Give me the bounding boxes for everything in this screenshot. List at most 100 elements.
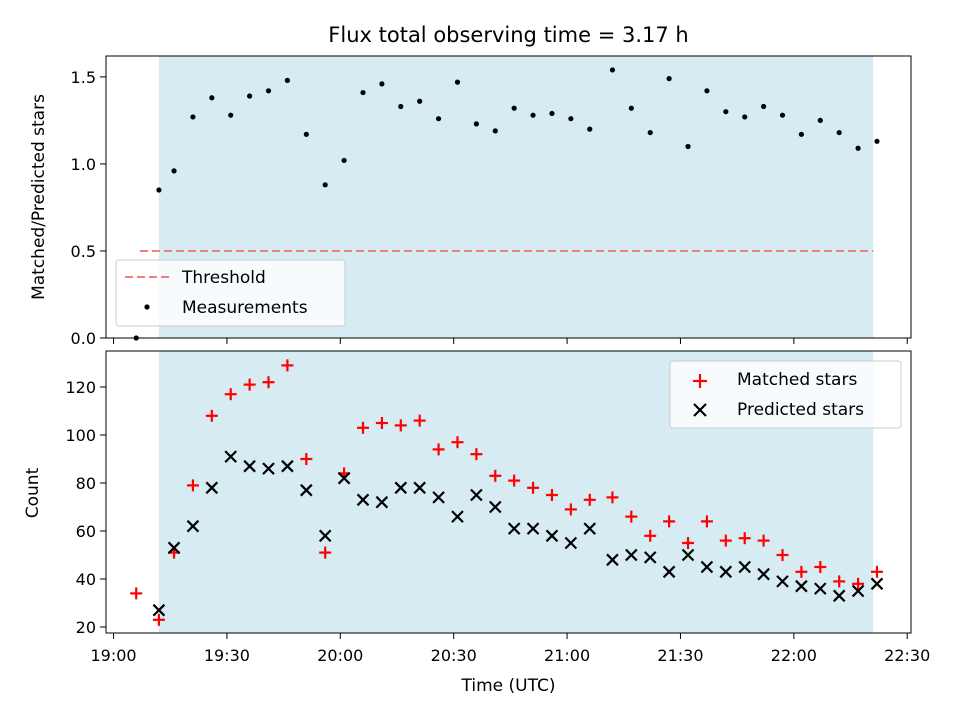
- predicted-stars-point: [432, 491, 445, 504]
- matched-stars-point: [489, 469, 502, 482]
- measurement-point: [454, 79, 461, 85]
- predicted-stars-point: [375, 495, 389, 509]
- predicted-stars-point: [681, 548, 695, 562]
- predicted-stars-point: [507, 522, 521, 535]
- measurement-point: [492, 128, 498, 134]
- x-tick-label: 20:30: [431, 646, 477, 665]
- predicted-stars-point: [606, 553, 619, 567]
- predicted-stars-point: [776, 575, 789, 588]
- measurement-point: [171, 168, 177, 174]
- bottom-y-tick-label: 40: [76, 570, 96, 589]
- top-y-tick-label: 0.0: [71, 329, 96, 348]
- measurement-point: [398, 103, 404, 110]
- predicted-stars-point: [394, 481, 408, 495]
- top-y-tick-label: 0.5: [71, 242, 96, 261]
- matched-stars-point: [508, 474, 521, 487]
- x-tick-label: 22:30: [884, 646, 930, 665]
- predicted-stars-point: [186, 519, 200, 533]
- predicted-stars-point: [300, 483, 313, 497]
- predicted-stars-point: [152, 603, 166, 617]
- measurement-point: [798, 131, 804, 137]
- predicted-stars-point: [337, 471, 351, 485]
- measurement-point: [322, 182, 328, 188]
- bottom-y-tick-label: 60: [76, 522, 96, 541]
- matched-stars-point: [545, 489, 558, 501]
- predicted-stars-point: [205, 481, 219, 495]
- predicted-stars-point: [738, 560, 751, 574]
- predicted-stars-point: [851, 584, 865, 598]
- bottom-y-axis-label: Count: [23, 467, 43, 518]
- predicted-stars-point: [526, 522, 540, 535]
- bottom-plot-frame: [105, 350, 912, 634]
- x-tick-label: 21:30: [657, 646, 703, 665]
- predicted-stars-point: [814, 582, 827, 595]
- matched-stars-point: [432, 443, 445, 456]
- top-y-tick-label: 1.0: [71, 155, 96, 174]
- predicted-stars-point: [224, 450, 237, 463]
- measurement-point: [836, 129, 842, 136]
- legend-measurements-swatch: [144, 304, 150, 310]
- predicted-stars-point: [564, 536, 578, 550]
- legend-matched-label: Matched stars: [737, 370, 857, 390]
- x-tick-label: 21:00: [544, 646, 590, 665]
- legend-matched-swatch: [693, 374, 707, 388]
- matched-stars-point: [130, 587, 143, 600]
- predicted-stars-point: [318, 529, 332, 543]
- matched-stars-point: [375, 417, 388, 429]
- matched-stars-point: [757, 534, 770, 547]
- measurement-point: [609, 67, 616, 73]
- predicted-stars-point: [700, 560, 714, 574]
- measurement-point: [874, 138, 880, 144]
- top-y-axis-label: Matched/Predicted stars: [29, 94, 49, 300]
- matched-stars-point: [281, 359, 294, 372]
- matched-stars-point: [682, 537, 695, 549]
- matched-stars-point: [583, 493, 596, 506]
- measurement-point: [209, 95, 215, 101]
- matched-stars-point: [356, 421, 369, 434]
- bottom-panel: 20 40 60 80 100 120 19:00 19:30 20:00 20:30 21:00…: [23, 350, 930, 696]
- predicted-stars-point: [757, 567, 770, 581]
- matched-stars-point: [300, 453, 313, 465]
- measurement-point: [530, 112, 536, 118]
- measurement-point: [435, 116, 442, 122]
- bottom-y-tick-label: 20: [76, 618, 96, 637]
- measurement-point: [341, 157, 347, 164]
- measurement-point: [190, 114, 196, 120]
- matched-stars-point: [224, 388, 237, 401]
- bottom-y-tick-label: 80: [76, 474, 96, 493]
- measurement-point: [761, 103, 767, 110]
- predicted-stars-point: [262, 462, 275, 475]
- legend-threshold-label: Threshold: [181, 268, 266, 288]
- legend-predicted-swatch: [693, 403, 707, 417]
- bottom-legend-box: [669, 360, 902, 429]
- bottom-y-tick-label: 100: [65, 426, 96, 445]
- matched-stars-point: [852, 577, 865, 590]
- top-panel: Flux total observing time = 3.17 h 0.0 0.…: [29, 23, 912, 348]
- matched-stars-point: [795, 565, 808, 578]
- measurement-point: [156, 187, 162, 193]
- matched-stars-point: [833, 575, 846, 588]
- predicted-stars-point: [451, 510, 464, 523]
- matched-stars-point: [663, 515, 676, 528]
- top-legend: Threshold Measurements: [115, 259, 346, 327]
- bottom-legend: Matched stars Predicted stars: [669, 360, 902, 429]
- top-plot-frame: [105, 55, 912, 339]
- matched-stars-point: [186, 479, 199, 492]
- predicted-stars-point: [583, 522, 597, 535]
- matched-stars-point: [262, 376, 275, 389]
- predicted-stars-point: [545, 529, 559, 543]
- measurement-point: [855, 145, 861, 151]
- predicted-stars-point: [625, 548, 638, 562]
- measurement-point: [779, 112, 786, 118]
- predicted-stars-point: [413, 481, 426, 495]
- measurement-point: [704, 88, 710, 94]
- matched-stars-point: [470, 448, 483, 461]
- predicted-stars-point: [795, 579, 808, 593]
- measurement-point: [628, 105, 634, 111]
- matched-stars-point: [205, 409, 218, 422]
- matched-stars-point: [319, 546, 332, 559]
- measurement-point: [379, 81, 385, 87]
- matched-stars-point: [700, 515, 713, 528]
- predicted-stars-point: [281, 459, 294, 473]
- matched-stars-point: [719, 534, 732, 547]
